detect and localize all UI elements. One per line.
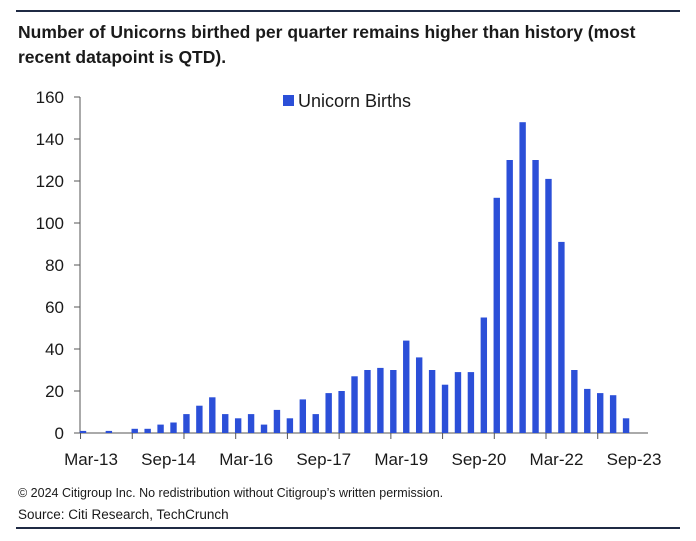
y-tick-label: 140 <box>36 130 64 149</box>
bar <box>609 395 617 433</box>
y-tick-label: 40 <box>45 340 64 359</box>
bar <box>441 384 449 433</box>
bar <box>467 372 475 433</box>
bar <box>260 424 268 433</box>
bar <box>364 370 371 433</box>
bar <box>299 399 307 433</box>
bar <box>312 414 319 433</box>
x-tick-label: Sep-20 <box>451 450 506 469</box>
x-tick-label: Sep-17 <box>296 450 351 469</box>
bar <box>597 393 604 433</box>
copyright-note: © 2024 Citigroup Inc. No redistribution … <box>18 486 444 500</box>
bar <box>170 422 177 433</box>
bar <box>390 370 397 433</box>
bar <box>519 122 526 433</box>
bar <box>79 430 87 433</box>
bar <box>105 430 113 433</box>
y-axis: 0 20 40 60 80 100 120 140 160 <box>36 88 81 443</box>
bar <box>196 405 203 433</box>
bar <box>247 414 255 433</box>
bar <box>338 391 345 433</box>
bar <box>273 409 281 433</box>
bar <box>545 178 552 433</box>
bar <box>622 418 630 433</box>
bar <box>325 393 332 433</box>
bar <box>571 370 578 433</box>
x-tick-label: Mar-22 <box>530 450 584 469</box>
source-note: Source: Citi Research, TechCrunch <box>18 507 229 522</box>
chart-title: Number of Unicorns birthed per quarter r… <box>18 22 636 67</box>
bar <box>584 388 591 433</box>
x-axis: Mar-13 Sep-14 Mar-16 Sep-17 Mar-19 Sep-20 Mar-… <box>64 432 662 469</box>
bar <box>415 357 423 433</box>
bar <box>286 418 294 433</box>
bar <box>222 414 229 433</box>
legend: Unicorn Births <box>283 91 411 111</box>
bar <box>234 418 242 433</box>
x-tick-label: Mar-13 <box>64 450 118 469</box>
bar <box>183 414 190 433</box>
legend-label: Unicorn Births <box>298 91 411 111</box>
bar <box>403 340 410 433</box>
bar <box>377 367 384 433</box>
y-tick-label: 100 <box>36 214 64 233</box>
bar <box>131 428 138 433</box>
x-tick-label: Sep-14 <box>141 450 196 469</box>
bar <box>454 372 462 433</box>
legend-swatch <box>283 95 294 106</box>
bars <box>79 122 630 433</box>
bar <box>428 370 436 433</box>
x-tick-label: Mar-19 <box>374 450 428 469</box>
bar <box>351 376 358 433</box>
y-tick-label: 80 <box>45 256 64 275</box>
x-tick-label: Sep-23 <box>607 450 662 469</box>
y-tick-label: 0 <box>55 424 64 443</box>
y-tick-label: 60 <box>45 298 64 317</box>
bar <box>493 197 500 433</box>
top-rule <box>16 10 680 12</box>
x-tick-label: Mar-16 <box>219 450 273 469</box>
bottom-rule <box>16 527 680 529</box>
bar <box>506 160 513 433</box>
y-tick-label: 160 <box>36 88 64 107</box>
bar <box>209 397 216 433</box>
y-tick-label: 120 <box>36 172 64 191</box>
y-tick-label: 20 <box>45 382 64 401</box>
bar <box>480 317 488 433</box>
bar <box>144 428 151 433</box>
bar <box>157 424 164 433</box>
bar <box>558 241 565 433</box>
bar <box>532 160 539 433</box>
